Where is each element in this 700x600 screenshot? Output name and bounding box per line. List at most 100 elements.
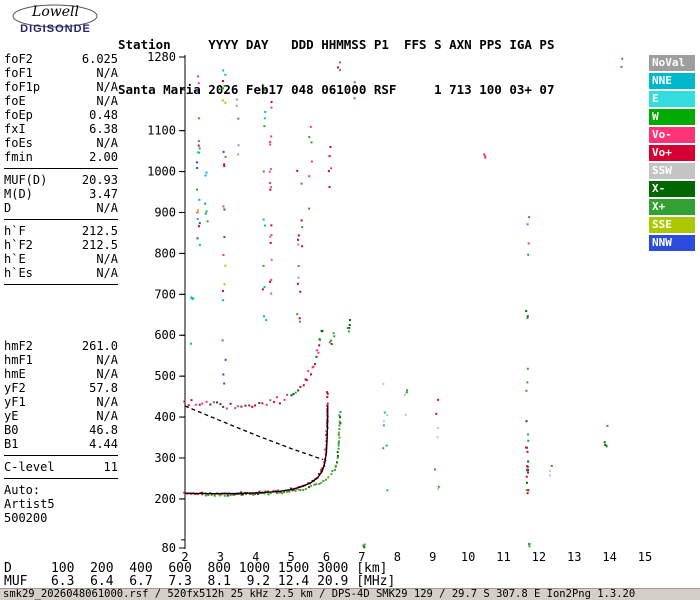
param-row-ye: yE N/A (4, 409, 118, 423)
trace-dot-f-layer-hop2 (302, 384, 305, 387)
legend-item-vo: Vo+ (649, 145, 695, 161)
trace-dot-f-layer-hop1-x-mode (218, 494, 221, 497)
trace-dot-f-layer-hop1-x-mode (331, 470, 334, 473)
echo-dot (205, 171, 208, 174)
trace-dot-f-layer-hop1-x-mode (339, 410, 342, 413)
echo-dot (221, 87, 224, 90)
echo-dot (527, 471, 530, 474)
trace-dot-f-layer-hop1-x-mode (315, 483, 318, 486)
echo-dot (269, 188, 272, 191)
echo-dot (527, 460, 530, 463)
trace-dot-f-layer-hop1-x-mode (283, 491, 286, 494)
echo-dot (223, 163, 226, 166)
echo-dot (386, 489, 389, 492)
echo-dot (204, 212, 207, 215)
echo-dot (525, 475, 528, 478)
echo-dot (269, 280, 272, 283)
echo-dot (270, 292, 273, 295)
trace-dot-f-layer-hop2 (234, 407, 237, 410)
trace-dot-f-layer-hop1-x-mode (302, 489, 305, 492)
trace-dot-f-layer-hop2 (244, 404, 247, 407)
echo-dot (297, 276, 300, 279)
echo-dot (263, 89, 266, 92)
trace-dot-f-layer-hop1-x-mode (252, 493, 255, 496)
echo-dot (308, 207, 311, 210)
trace-dot-f-layer-hop1-x-mode (229, 494, 232, 497)
echo-dot (221, 99, 224, 102)
echo-dot (310, 141, 313, 144)
echo-dot (205, 210, 208, 213)
trace-dot-f-layer-hop1-x-mode (263, 492, 266, 495)
param-row-artist5: Artist5 (4, 497, 118, 511)
echo-dot (237, 153, 240, 156)
param-row-fof1p: foF1p N/A (4, 80, 118, 94)
trace-dot-f-layer-hop1-x-mode (338, 424, 341, 427)
param-value: N/A (96, 80, 118, 94)
trace-dot-f-layer-hop2 (292, 393, 295, 396)
param-label: yF2 (4, 381, 26, 395)
trace-dot-f-layer-hop2 (276, 396, 279, 399)
echo-dot (525, 389, 528, 392)
trace-dot-f-layer-hop1-o-mode (230, 493, 233, 496)
param-row-hf2: h`F2 212.5 (4, 238, 118, 252)
trace-dot-f-layer-hop2 (248, 404, 251, 407)
trace-dot-f-layer-hop1-x-mode (334, 464, 337, 467)
echo-dot (406, 389, 409, 392)
param-label: hmF2 (4, 339, 33, 353)
echo-dot (309, 125, 312, 128)
trace-dot-f-layer-hop2 (318, 344, 321, 347)
x-tick-label: 15 (638, 550, 652, 564)
echo-dot (353, 81, 356, 84)
echo-dot (526, 450, 529, 453)
echo-dot (196, 218, 199, 221)
logo-lowell-text: Lowell (32, 4, 79, 20)
echo-dot (196, 188, 199, 191)
echo-dot (198, 198, 201, 201)
trace-dot-f-layer-hop2 (315, 355, 318, 358)
param-value: 20.93 (81, 173, 118, 187)
trace-dot-f-layer-hop1-x-mode (336, 456, 339, 459)
trace-dot-f-layer-hop2 (283, 398, 286, 401)
echo-dot (525, 481, 528, 484)
trace-dot-f-layer-hop1-o-mode (253, 492, 256, 495)
echo-dot (196, 167, 199, 170)
echo-dot (333, 335, 336, 338)
trace-dot-f-layer-hop1-x-mode (210, 493, 213, 496)
echo-dot (385, 444, 388, 447)
y-tick-label: 80 (162, 541, 176, 555)
echo-dot (235, 98, 238, 101)
echo-dot (195, 89, 198, 92)
echo-dot (270, 186, 273, 189)
echo-dot (339, 69, 342, 72)
echo-dot (527, 253, 530, 256)
x-tick-label: 8 (394, 550, 401, 564)
trace-dot-f-layer-hop2 (209, 403, 212, 406)
trace-dot-f-layer-hop1-x-mode (338, 436, 341, 439)
echo-dot (382, 382, 385, 385)
trace-dot-f-layer-hop2 (305, 379, 308, 382)
panel-divider (4, 219, 118, 220)
param-label: B1 (4, 437, 19, 451)
header-column-labels: Station YYYY DAY DDD HHMMSS P1 FFS S AXN… (118, 37, 555, 52)
echo-dot (525, 489, 528, 492)
legend-item-sse: SSE (649, 217, 695, 233)
trace-dot-f-layer-hop2 (278, 402, 281, 405)
echo-dot (222, 299, 225, 302)
echo-dot (436, 426, 439, 429)
trace-dot-f-layer-hop1-o-mode (201, 491, 204, 494)
param-row-hes: h`Es N/A (4, 266, 118, 280)
trace-dot-f-layer-hop1-o-mode (323, 457, 326, 460)
y-tick-label: 200 (154, 492, 176, 506)
echo-dot (526, 492, 529, 495)
echo-dot (326, 402, 329, 405)
legend-item-vo: Vo- (649, 127, 695, 143)
trace-dot-f-layer-hop1-x-mode (299, 489, 302, 492)
echo-dot (525, 420, 528, 423)
echo-dot (224, 101, 227, 104)
echo-dot (337, 66, 340, 69)
echo-dot (198, 147, 201, 150)
echo-dot (353, 97, 356, 100)
trace-dot-f-layer-hop1-o-mode (325, 408, 328, 411)
echo-dot (298, 317, 301, 320)
trace-dot-f-layer-hop1-x-mode (337, 447, 340, 450)
